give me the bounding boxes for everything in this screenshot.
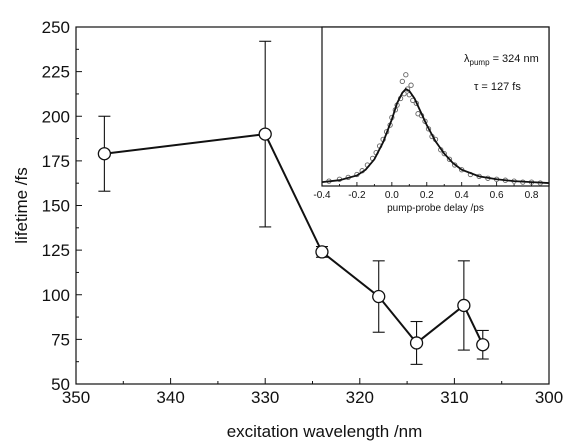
x-axis-label: excitation wavelength /nm: [227, 422, 423, 441]
inset-plot: -0.4 -0.2 0.0 0.2 0.4 0.6 0.8 pump-probe delay …: [313, 26, 550, 214]
x-tick-label: 300: [535, 388, 563, 407]
inset-pump-label: λpump = 324 nm: [464, 53, 539, 67]
y-tick-label: 100: [42, 286, 70, 305]
inset-data-point: [422, 118, 428, 124]
inset-tick-label: -0.2: [348, 190, 366, 201]
data-point: [258, 127, 272, 141]
inset-fit-curve: [321, 87, 550, 184]
y-tick-label: 250: [42, 18, 70, 37]
data-point: [476, 338, 490, 352]
y-tick-label: 150: [42, 197, 70, 216]
data-point: [315, 245, 329, 259]
inset-tick-label: -0.4: [313, 190, 331, 201]
inset-tick-label: 0.8: [525, 190, 539, 201]
y-axis-label: lifetime /fs: [12, 167, 31, 244]
data-point: [409, 336, 424, 350]
inset-data-point: [446, 156, 453, 162]
inset-data-point: [403, 72, 409, 78]
x-tick-label: 310: [440, 388, 468, 407]
x-tick-label: 320: [346, 388, 374, 407]
inset-data-point: [408, 82, 414, 88]
inset-tick-label: 0.4: [455, 190, 469, 201]
inset-tick-label: 0.0: [385, 190, 399, 201]
y-tick-label: 200: [42, 107, 70, 126]
data-point: [97, 147, 112, 161]
y-tick-label: 225: [42, 63, 70, 82]
inset-tick-label: 0.2: [420, 190, 434, 201]
inset-data-point: [441, 150, 447, 157]
inset-tick-label: 0.6: [490, 190, 504, 201]
inset-x-axis-label: pump-probe delay /ps: [387, 203, 484, 214]
x-tick-label: 330: [251, 388, 279, 407]
inset-frame: [321, 26, 550, 187]
y-tick-label: 50: [51, 375, 70, 394]
x-tick-label: 340: [156, 388, 184, 407]
y-tick-label: 75: [51, 330, 70, 349]
inset-data-point: [399, 78, 405, 85]
inset-tau-label: τ = 127 fs: [474, 81, 521, 93]
data-point: [457, 298, 471, 313]
main-plot: 350 340 330 320 310 300 50 75 100 125 150 175 200 225…: [12, 18, 563, 441]
x-tick-label: 350: [62, 388, 90, 407]
y-tick-label: 125: [42, 241, 70, 260]
data-point: [372, 289, 386, 304]
y-tick-label: 175: [42, 152, 70, 171]
